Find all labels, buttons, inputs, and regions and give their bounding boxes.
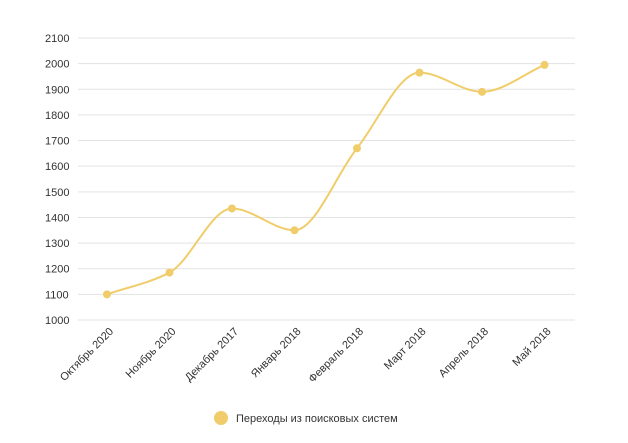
data-point xyxy=(290,226,299,235)
y-tick-label: 1100 xyxy=(45,289,69,301)
data-point xyxy=(353,144,361,153)
x-tick-label: Апрель 2018 xyxy=(437,326,491,380)
data-point xyxy=(478,87,486,96)
x-tick-label: Ноябрь 2020 xyxy=(124,326,179,381)
legend-label: Переходы из поисковых систем xyxy=(236,413,398,425)
y-tick-label: 1500 xyxy=(45,187,69,199)
y-tick-label: 1700 xyxy=(45,136,69,148)
x-tick-label: Май 2018 xyxy=(510,326,553,369)
data-point xyxy=(103,290,111,299)
x-axis-ticks: Октябрь 2020 Ноябрь 2020 Декабрь 2017 Январ… xyxy=(58,326,554,386)
y-axis-ticks: 1000 1100 1200 1300 1400 1500 1600 1700 1800 1900… xyxy=(45,33,69,327)
x-tick-label: Октябрь 2020 xyxy=(58,326,116,384)
y-tick-label: 2000 xyxy=(45,59,69,71)
x-tick-label: Февраль 2018 xyxy=(307,326,367,386)
grid-lines xyxy=(78,37,575,321)
y-tick-label: 1300 xyxy=(45,238,69,250)
y-tick-label: 1000 xyxy=(45,315,69,327)
y-tick-label: 1900 xyxy=(45,84,69,96)
y-tick-label: 1200 xyxy=(45,264,69,276)
data-point xyxy=(165,268,174,277)
data-point xyxy=(228,204,236,213)
y-tick-label: 2100 xyxy=(45,33,69,45)
legend: Переходы из поисковых систем xyxy=(214,411,398,425)
x-tick-label: Март 2018 xyxy=(382,326,429,373)
y-tick-label: 1600 xyxy=(45,161,69,173)
legend-swatch xyxy=(214,411,228,425)
x-tick-label: Декабрь 2017 xyxy=(183,326,241,384)
series-layer xyxy=(103,60,549,299)
series-line xyxy=(106,63,545,296)
y-tick-label: 1800 xyxy=(45,110,69,122)
data-point xyxy=(540,60,549,69)
y-tick-label: 1400 xyxy=(45,212,69,224)
x-tick-label: Январь 2018 xyxy=(249,326,304,381)
data-point xyxy=(415,68,424,77)
